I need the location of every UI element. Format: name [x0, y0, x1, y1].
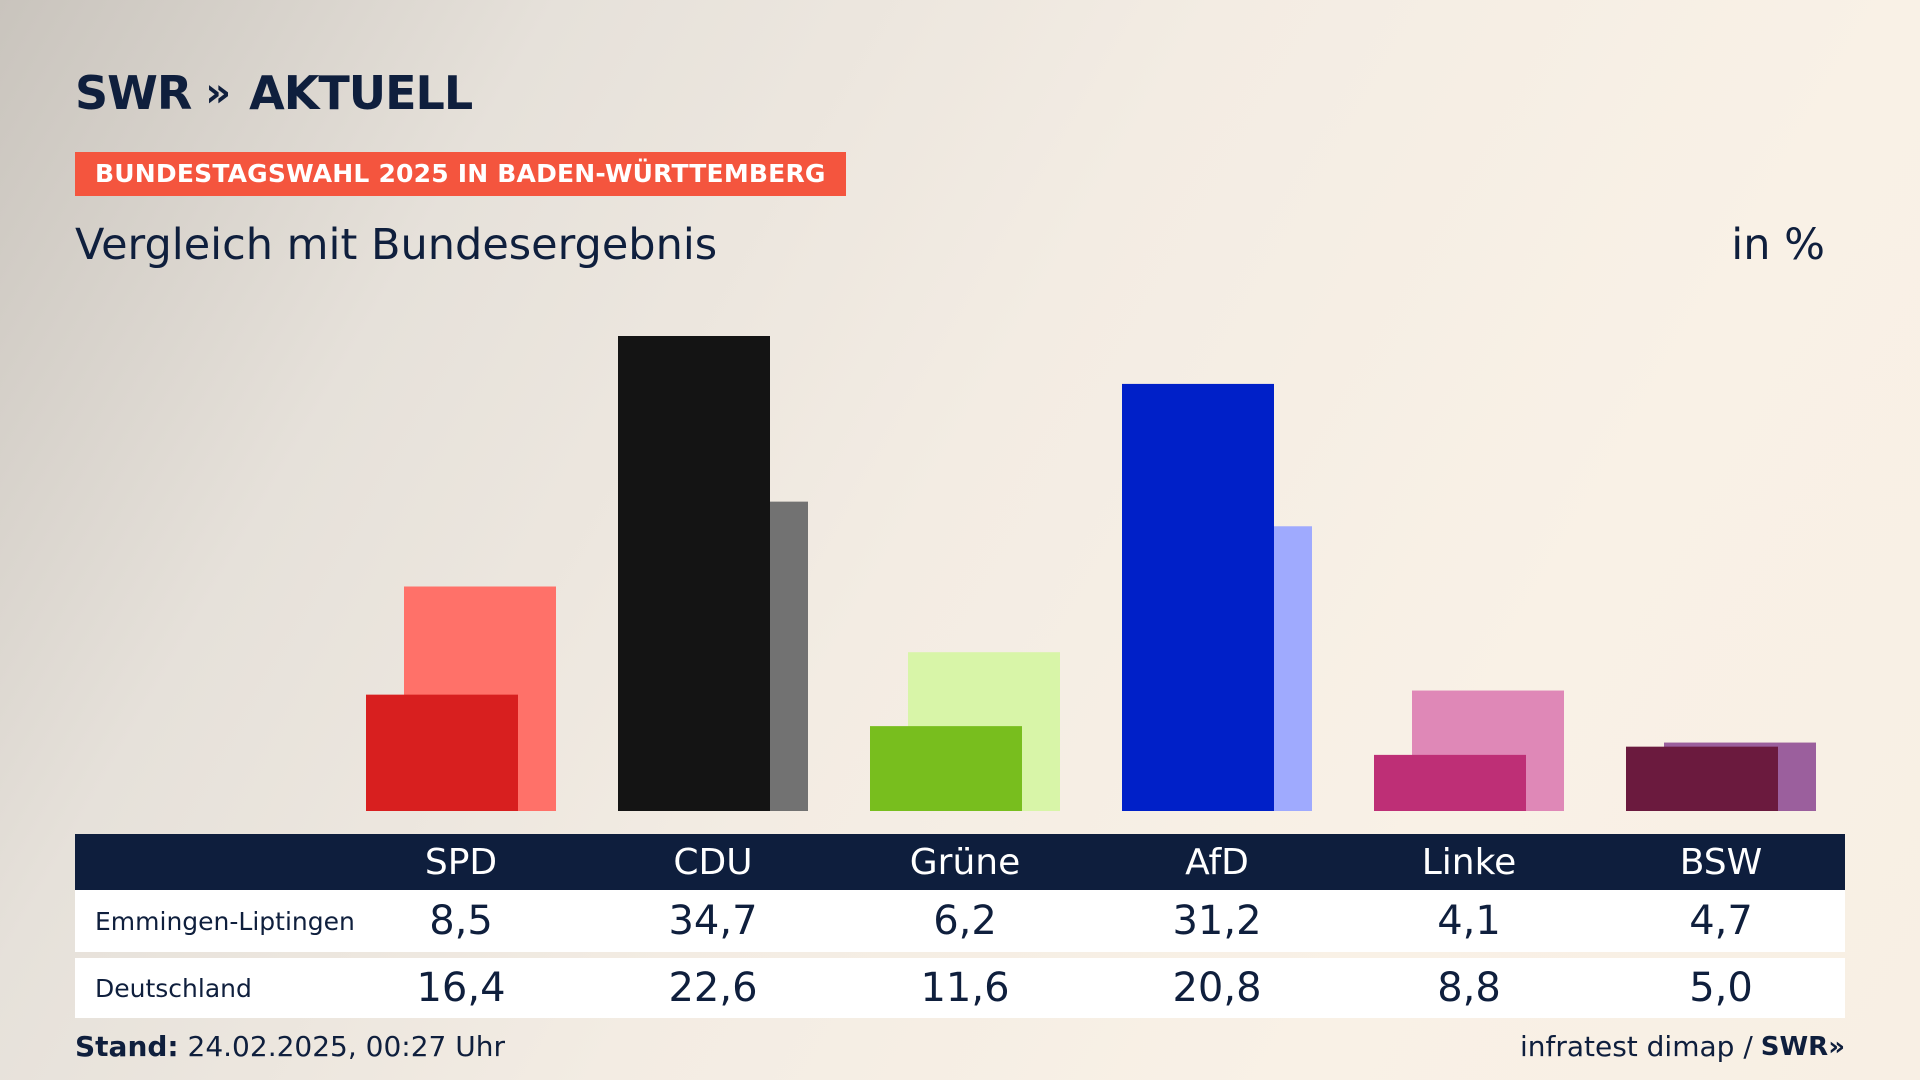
- row-label: Emmingen-Liptingen: [95, 906, 355, 936]
- table-row: Deutschland 16,4 22,6 11,6 20,8 8,8 5,0: [75, 958, 1845, 1018]
- table-cell: 5,0: [1689, 965, 1753, 1011]
- bar-emmingen-bsw: [1626, 746, 1778, 811]
- column-header-spd: SPD: [424, 841, 498, 883]
- bar-chart: [366, 336, 1816, 811]
- column-header-grüne: Grüne: [909, 841, 1021, 883]
- brand-product: AKTUELL: [249, 66, 473, 120]
- bar-emmingen-linke: [1374, 754, 1526, 811]
- column-header-cdu: CDU: [673, 841, 753, 883]
- table-cell: 8,5: [429, 898, 493, 944]
- chart-subtitle: Vergleich mit Bundesergebnis: [75, 220, 718, 270]
- column-header-linke: Linke: [1421, 841, 1517, 883]
- table-cell: 4,1: [1437, 898, 1501, 944]
- swr-logo-small: SWR»: [1760, 1031, 1845, 1062]
- table-cell: 4,7: [1689, 898, 1753, 944]
- table-cell: 8,8: [1437, 965, 1501, 1011]
- column-header-bsw: BSW: [1679, 841, 1763, 883]
- table-cell: 16,4: [416, 965, 506, 1011]
- table-header: SPD CDU Grüne AfD Linke BSW: [75, 834, 1845, 890]
- stand-label: Stand:: [75, 1030, 179, 1063]
- results-table: SPD CDU Grüne AfD Linke BSW Emmingen-Liptinge…: [75, 834, 1845, 1018]
- election-tag: BUNDESTAGSWAHL 2025 IN BADEN-WÜRTTEMBERG: [75, 152, 846, 196]
- table-cell: 34,7: [668, 898, 758, 944]
- column-header-afd: AfD: [1185, 841, 1249, 883]
- stand-value: 24.02.2025, 00:27 Uhr: [187, 1030, 505, 1063]
- table-row: Emmingen-Liptingen 8,5 34,7 6,2 31,2 4,1 4,7: [75, 890, 1845, 952]
- bar-emmingen-cdu: [618, 336, 770, 811]
- row-label: Deutschland: [95, 973, 252, 1003]
- source-credit: infratest dimap / SWR»: [1520, 1030, 1845, 1063]
- source-text: infratest dimap /: [1519, 1030, 1753, 1063]
- swr-aktuell-logo: SWR » AKTUELL: [75, 66, 473, 120]
- table-cell: 31,2: [1172, 898, 1262, 944]
- table-cell: 11,6: [920, 965, 1010, 1011]
- brand-name: SWR: [75, 66, 192, 120]
- unit-label: in %: [1731, 220, 1825, 270]
- bar-emmingen-spd: [366, 694, 518, 811]
- table-cell: 20,8: [1172, 965, 1262, 1011]
- bar-emmingen-afd: [1122, 383, 1274, 811]
- table-cell: 22,6: [668, 965, 758, 1011]
- table-cell: 6,2: [933, 898, 997, 944]
- timestamp: Stand: 24.02.2025, 00:27 Uhr: [75, 1030, 505, 1063]
- bar-emmingen-grüne: [870, 726, 1022, 811]
